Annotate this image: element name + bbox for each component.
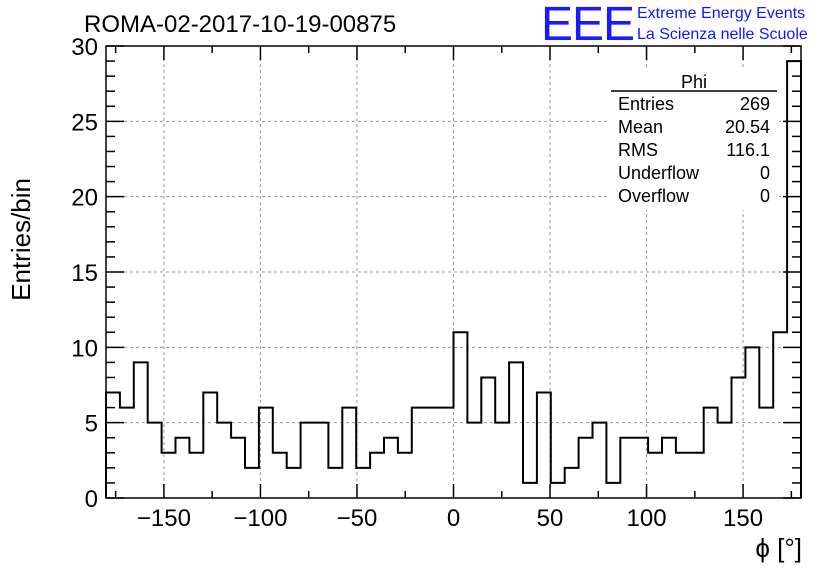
- y-tick-label: 5: [85, 411, 98, 438]
- histogram-bar: [523, 483, 537, 498]
- histogram-bar: [384, 438, 398, 498]
- stats-row-label: Mean: [618, 117, 663, 137]
- axis-ticks: [106, 45, 801, 499]
- histogram-bar: [426, 408, 440, 498]
- histogram-bar: [732, 377, 746, 498]
- histogram-bar: [745, 347, 759, 498]
- histogram-bar: [176, 438, 190, 498]
- stats-row-label: Overflow: [618, 186, 690, 206]
- histogram-bar: [454, 332, 468, 498]
- histogram-bar: [648, 453, 662, 498]
- histogram-bar: [412, 408, 426, 498]
- histogram-bar: [328, 468, 342, 498]
- histogram-bar: [759, 408, 773, 498]
- histogram-bar: [189, 453, 203, 498]
- histogram-bar: [787, 61, 801, 498]
- stats-row-label: Underflow: [618, 163, 700, 183]
- histogram-bar: [718, 423, 732, 498]
- eee-logo: EEE: [541, 0, 634, 51]
- x-tick-label: 50: [537, 505, 564, 532]
- eee-branding: EEE Extreme Energy Events La Scienza nel…: [541, 0, 808, 51]
- y-tick-label: 0: [85, 486, 98, 513]
- histogram-bar: [273, 453, 287, 498]
- stats-box: Phi Entries 269 Mean 20.54 RMS 116.1 Underflow…: [609, 70, 779, 210]
- histogram-bar: [342, 408, 356, 498]
- histogram-bar: [481, 377, 495, 498]
- stats-row-label: RMS: [618, 140, 658, 160]
- y-tick-label: 10: [71, 335, 98, 362]
- histogram-bar: [606, 483, 620, 498]
- histogram-bar: [690, 453, 704, 498]
- stats-title: Phi: [681, 72, 707, 92]
- y-tick-label: 25: [71, 109, 98, 136]
- branding-line1: Extreme Energy Events: [637, 5, 805, 22]
- histogram-bar: [301, 423, 315, 498]
- y-tick-labels: 0 5 10 15 20 25 30: [71, 34, 98, 513]
- x-tick-label: 150: [723, 505, 763, 532]
- x-tick-label: 0: [447, 505, 460, 532]
- histogram-bar: [231, 438, 245, 498]
- histogram-bar: [495, 423, 509, 498]
- histogram-bar: [704, 408, 718, 498]
- stats-row-label: Entries: [618, 94, 674, 114]
- histogram-bar: [773, 332, 787, 498]
- stats-row-value: 269: [740, 94, 770, 114]
- histogram-bar: [509, 362, 523, 498]
- stats-box-background: [609, 70, 779, 210]
- histogram-bar: [203, 393, 217, 498]
- histogram-bar: [593, 423, 607, 498]
- branding-line2: La Scienza nelle Scuole: [637, 26, 808, 43]
- stats-row-value: 0: [760, 163, 770, 183]
- stats-row-value: 116.1: [726, 140, 770, 160]
- x-tick-label: −100: [233, 505, 287, 532]
- histogram-bar: [537, 393, 551, 498]
- histogram-bar: [551, 483, 565, 498]
- histogram-bar: [106, 393, 120, 498]
- y-tick-label: 30: [71, 34, 98, 61]
- histogram-bar: [662, 438, 676, 498]
- stats-rows: Entries 269 Mean 20.54 RMS 116.1 Underflow 0 Ove…: [618, 94, 770, 206]
- x-tick-label: 100: [627, 505, 667, 532]
- histogram-bar: [440, 408, 454, 498]
- stats-row-value: 0: [760, 186, 770, 206]
- histogram-outline: [105, 60, 802, 498]
- histogram-bar: [245, 468, 259, 498]
- x-tick-label: −50: [337, 505, 378, 532]
- y-tick-label: 20: [71, 185, 98, 212]
- histogram-bar: [315, 423, 329, 498]
- histogram-bar: [217, 423, 231, 498]
- histogram-bar: [356, 468, 370, 498]
- x-tick-labels: −150 −100 −50 0 50 100 150: [137, 505, 763, 532]
- histogram-bar: [579, 438, 593, 498]
- stats-row-value: 20.54: [725, 117, 770, 137]
- y-axis-title: Entries/bin: [6, 178, 36, 301]
- histogram-bar: [467, 423, 481, 498]
- histogram-bar: [676, 453, 690, 498]
- histogram-bar: [120, 408, 134, 498]
- histogram-bar: [287, 468, 301, 498]
- histogram-bar: [370, 453, 384, 498]
- histogram-bar: [565, 468, 579, 498]
- chart-title: ROMA-02-2017-10-19-00875: [84, 11, 396, 38]
- histogram-bar: [148, 423, 162, 498]
- histogram-bar: [620, 438, 634, 498]
- y-tick-label: 15: [71, 260, 98, 287]
- histogram-bars: [105, 60, 802, 498]
- x-axis-title: ϕ [°]: [755, 533, 802, 563]
- histogram-bar: [134, 362, 148, 498]
- x-tick-label: −150: [137, 505, 191, 532]
